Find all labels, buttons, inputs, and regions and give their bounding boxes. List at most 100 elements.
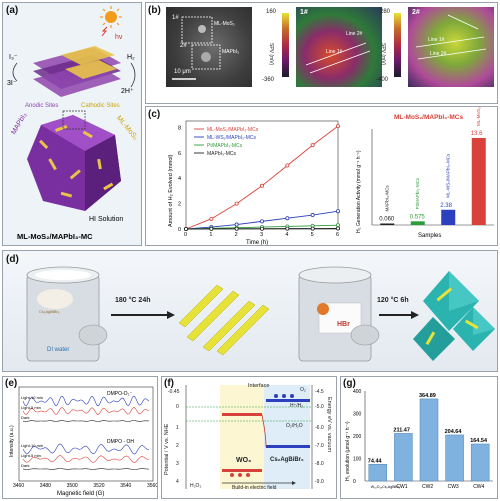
h-h2-label: H⁺/H₂ <box>290 403 304 409</box>
e-bot-trace-0 <box>22 443 150 455</box>
c-bar-0 <box>380 223 395 225</box>
epr-spectra-chart: 3460 3480 3500 3520 3540 3560 Magnetic field (… <box>9 386 158 497</box>
g-ytick: 200 <box>353 434 362 440</box>
panel-e: (e) 3460 3480 3500 3520 3540 3560 Magnetic fie… <box>2 376 158 499</box>
f-right-tick-0: -4.5 <box>315 389 324 395</box>
c-bar-1 <box>410 221 425 225</box>
c-line-legend-item: ML-WS₂/MAPbI₃-MCs <box>207 135 256 141</box>
panel-c-label: (c) <box>148 109 161 120</box>
c-line-legend-item: Pt/MAPbI₃-MCs <box>207 143 243 149</box>
interface-label: Interface <box>248 383 270 389</box>
temp-2-label: 120 °C 6h <box>377 297 409 304</box>
g-bar-category: CW2 <box>422 484 433 490</box>
e-bot-trace-label: Light-10 min <box>21 443 43 448</box>
c-bar-category: Pt/MAPbI₃-MCs <box>415 177 420 209</box>
e-top-trace-label: Light-5 min <box>21 405 41 410</box>
c-line-point <box>260 226 265 231</box>
c-line-xtick: 6 <box>336 232 339 238</box>
c-line-point <box>335 223 340 228</box>
colorbar-1-top: 160 <box>266 9 277 15</box>
o2-label: O₂ <box>300 387 306 393</box>
spv-map-2-tag: 2# <box>412 9 420 16</box>
c-line-point <box>335 226 340 231</box>
nanorods-illustration <box>178 284 270 356</box>
spv-map-1-line1: Line 1# <box>326 49 343 55</box>
cathodic-label: Cathodic Sites <box>81 103 120 109</box>
autoclave-1-icon <box>26 266 108 362</box>
f-left-tick-0: -0.45 <box>168 389 180 395</box>
arrow-icon <box>111 311 175 319</box>
anodic-label: Anodic Sites <box>25 103 58 109</box>
layered-crystal-illustration <box>33 46 121 97</box>
e-xtick: 3460 <box>13 483 24 489</box>
panel-g-label: (g) <box>343 378 356 389</box>
e-frame <box>18 386 154 482</box>
c-line-ylabel: Amount of H₂ Evolved (mmol) <box>168 154 174 227</box>
c-line-xtick: 3 <box>260 232 263 238</box>
h2o2-label: H₂O₂ <box>190 483 202 489</box>
f-right-tick-1: -5.0 <box>315 404 324 410</box>
octahedra-illustration <box>413 271 495 361</box>
spv-map-2: 2# Line 1# Line 2# <box>408 7 494 87</box>
g-bar-category: CW1 <box>396 484 407 490</box>
c-line-point <box>234 201 239 206</box>
colorbar-2-top: 280 <box>380 9 391 15</box>
g-ylabel: H₂ evolution (μmol g⁻¹ h⁻¹) <box>345 421 351 481</box>
sem-mapbi3-label: MAPbI₃ <box>222 49 240 55</box>
f-right-tick-5: -9.0 <box>315 479 324 485</box>
c-line-point <box>209 216 214 221</box>
f-left-tick-4: 3 <box>176 461 179 467</box>
c-bar-category: MAPbI₃-MCs <box>384 185 389 212</box>
f-left-tick-5: 4 <box>176 479 179 485</box>
spv-map-2-line1: Line 1# <box>428 37 445 43</box>
c-bar-value-label: 13.6 <box>471 131 483 137</box>
c-line-series-0 <box>185 125 339 230</box>
c-line-xtick: 1 <box>209 232 212 238</box>
colorbar-2 <box>394 13 401 77</box>
mlmos2-label: ML-MoS₂ <box>115 115 139 142</box>
powder-label: Cs₂AgBiBr₆ <box>39 309 60 314</box>
g-bar-value-label: 74.44 <box>368 458 383 464</box>
g-bar-2 <box>419 398 439 482</box>
c-bar-title: ML-MoS₂/MAPbI₃-MCs <box>394 114 463 121</box>
c-line-ytick: 4 <box>178 176 181 182</box>
panel-a: (a) hν I₃⁻ 3I⁻ H₂ 2H⁺ Anodic Sites <box>2 2 142 246</box>
hbr-label: HBr <box>337 321 350 328</box>
spv-map-1-tag: 1# <box>300 9 308 16</box>
e-xtick: 3560 <box>147 483 158 489</box>
c-line-ytick: 2 <box>178 202 181 208</box>
c-bar-value-label: 2.38 <box>440 203 452 209</box>
sem-tag-1: 1# <box>172 15 179 21</box>
colorbar-1-label: SPV (mV) <box>268 43 274 66</box>
c-line-point <box>310 213 315 218</box>
h2-activity-bar-chart: ML-MoS₂/MAPbI₃-MCs H₂ Generation Activity… <box>356 107 494 239</box>
colorbar-1 <box>282 13 289 77</box>
colorbar-2-bottom: -400 <box>376 77 389 83</box>
hv-text: hν <box>115 34 123 41</box>
c-line-point <box>260 183 265 188</box>
g-ytick: 400 <box>353 389 362 395</box>
c-line-xtick: 0 <box>184 232 187 238</box>
e-bot-trace-1 <box>22 455 149 463</box>
e-bot-trace-label: Light-5 min <box>21 453 41 458</box>
c-bar-2 <box>441 209 456 225</box>
panel-a-illustration: hν I₃⁻ 3I⁻ H₂ 2H⁺ Anodic Sites Cathodic … <box>7 6 139 241</box>
e-top-trace-label: Light-10 min <box>21 395 43 400</box>
panel-b-label: (b) <box>148 5 161 16</box>
e-top-trace-0 <box>22 395 150 407</box>
g-bar-3 <box>445 434 464 482</box>
band-diagram <box>185 385 313 489</box>
panel-f-label: (f) <box>164 378 174 389</box>
hi-solution-label: HI Solution <box>89 216 123 223</box>
c-line-point <box>184 227 189 232</box>
e-xtick: 3480 <box>40 483 51 489</box>
e-xtick: 3520 <box>93 483 104 489</box>
c-bar-ylabel: H₂ Generation Activity (mmol g⁻¹ h⁻¹) <box>356 150 362 233</box>
f-right-tick-3: -7.0 <box>315 443 324 449</box>
f-right-tick-4: -8.0 <box>315 461 324 467</box>
e-bot-trace-2 <box>22 468 149 470</box>
panel-e-label: (e) <box>5 378 18 389</box>
c-line-point <box>335 209 340 214</box>
panel-a-label: (a) <box>6 5 19 16</box>
f-left-tick-2: 1 <box>176 425 179 431</box>
